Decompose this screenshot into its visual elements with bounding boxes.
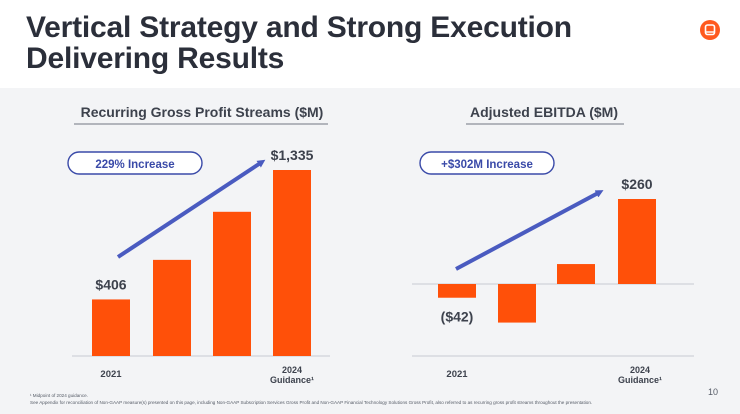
slide-header: Vertical Strategy and Strong Execution D…	[0, 0, 740, 88]
chart2-growth-arrow	[455, 190, 604, 271]
chart1-annotation-pill	[67, 151, 203, 175]
chart1-xtick-2024-line1: 2024	[282, 365, 302, 375]
chart1-annotation-text: 229% Increase	[95, 159, 174, 171]
chart2-bar-1	[438, 284, 476, 298]
chart1-bar-4	[273, 170, 311, 356]
chart1-bars: $406 $1,335	[92, 147, 314, 356]
slide-title: Vertical Strategy and Strong Execution D…	[26, 11, 572, 75]
chart2-title: Adjusted EBITDA ($M)	[470, 104, 618, 120]
chart1-bar-1	[92, 299, 130, 356]
chart2-xtick-2024-line2: Guidance¹	[618, 375, 662, 385]
chart1-value-label-4: $1,335	[271, 147, 314, 163]
chart-recurring-gross-profit: Recurring Gross Profit Streams ($M) 229%…	[67, 104, 330, 385]
chart2-value-label-1: ($42)	[441, 309, 474, 325]
chart1-bar-2	[153, 259, 191, 356]
chart2-value-label-4: $260	[621, 176, 652, 192]
chart2-bars: ($42) $260	[438, 176, 656, 325]
chart1-xtick-2021: 2021	[100, 369, 122, 380]
chart2-xtick-2021: 2021	[446, 369, 468, 380]
chart2-xtick-2024-line1: 2024	[630, 365, 650, 375]
footnote-2: See Appendix for reconciliation of Non-G…	[30, 400, 593, 405]
chart1-growth-arrow	[116, 159, 266, 259]
chart1-bar-3	[213, 211, 251, 356]
chart1-title: Recurring Gross Profit Streams ($M)	[81, 104, 324, 120]
footnote-1: ¹ Midpoint of 2024 guidance.	[30, 393, 88, 398]
chart2-bar-4	[618, 199, 656, 284]
chart2-annotation-pill	[419, 151, 555, 175]
chart1-xtick-2024-line2: Guidance¹	[270, 375, 314, 385]
chart2-bar-3	[557, 264, 595, 284]
chart2-bar-2	[498, 284, 536, 323]
chart1-value-label-1: $406	[95, 276, 126, 292]
brand-logo-icon	[700, 20, 720, 40]
chart-adjusted-ebitda: Adjusted EBITDA ($M) +$302M Increase ($4…	[412, 104, 694, 385]
chart2-annotation-text: +$302M Increase	[441, 159, 533, 171]
page-number: 10	[708, 387, 719, 397]
slide-body	[0, 88, 740, 414]
